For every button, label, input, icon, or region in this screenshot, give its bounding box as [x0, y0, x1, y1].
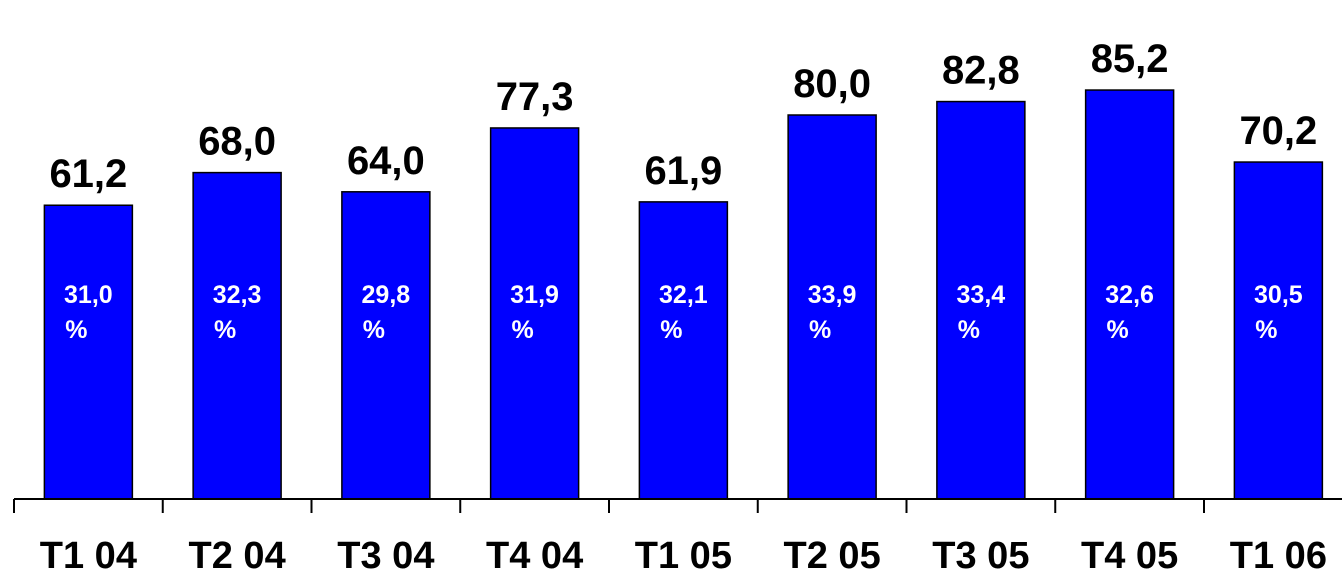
- bar-inner-label: 30,5: [1254, 281, 1303, 309]
- bar-inner-label: 32,1: [659, 281, 708, 309]
- bar-inner-label: 31,0: [64, 281, 113, 309]
- x-axis: [13, 498, 1342, 513]
- bar-inner-unit: %: [1255, 316, 1277, 344]
- bar-inner-label: 32,6: [1105, 281, 1154, 309]
- labels: 61,2 31,0% T1 04 68,0 32,3% T2 04 64,0 29,8% T3 …: [40, 37, 1327, 576]
- x-tick-label: T1 06: [1230, 535, 1327, 576]
- bar-inner-unit: %: [660, 316, 682, 344]
- bar-inner-label: 33,9: [808, 281, 857, 309]
- x-tick-label: T1 04: [40, 535, 137, 576]
- x-tick-label: T2 05: [784, 535, 881, 576]
- bar-inner-unit: %: [1107, 316, 1129, 344]
- x-tick-label: T4 05: [1081, 535, 1178, 576]
- bar: [43, 204, 134, 500]
- bar: [638, 201, 729, 500]
- x-tick-label: T3 04: [337, 535, 434, 576]
- bar: [1084, 89, 1175, 500]
- bar-inner-label: 29,8: [362, 281, 411, 309]
- x-tick-label: T1 05: [635, 535, 732, 576]
- bar-inner-label: 33,4: [957, 281, 1006, 309]
- bar-inner-label: 31,9: [510, 281, 559, 309]
- x-tick-label: T4 04: [486, 535, 583, 576]
- bar: [1233, 161, 1324, 500]
- bar-value-label: 70,2: [1239, 109, 1317, 153]
- bar-inner-unit: %: [809, 316, 831, 344]
- bar-value-label: 85,2: [1091, 37, 1169, 81]
- bar-value-label: 68,0: [198, 120, 276, 164]
- bars: [43, 89, 1324, 500]
- bar: [489, 127, 580, 500]
- bar: [787, 114, 877, 500]
- bar: [192, 171, 282, 500]
- bar-value-label: 61,9: [644, 149, 722, 193]
- bar-inner-unit: %: [214, 316, 236, 344]
- bar-inner-label: 32,3: [213, 281, 262, 309]
- bar: [341, 191, 431, 500]
- bar-value-label: 80,0: [793, 62, 871, 106]
- bar-inner-unit: %: [65, 316, 87, 344]
- bar-value-label: 64,0: [347, 139, 425, 183]
- bar-inner-unit: %: [363, 316, 385, 344]
- bar-value-label: 77,3: [496, 75, 574, 119]
- bar-value-label: 82,8: [942, 49, 1020, 93]
- bar-inner-unit: %: [512, 316, 534, 344]
- bar-value-label: 61,2: [49, 152, 127, 196]
- bar-inner-unit: %: [958, 316, 980, 344]
- x-tick-label: T2 04: [189, 535, 286, 576]
- x-tick-label: T3 05: [932, 535, 1029, 576]
